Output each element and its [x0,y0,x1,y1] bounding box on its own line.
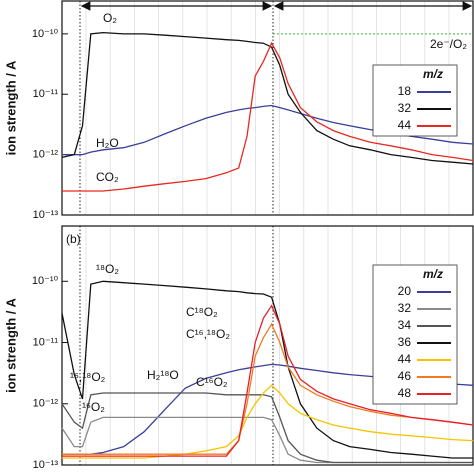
annotation: ¹⁶,¹⁸O₂ [70,370,106,384]
annotation: H₂O [96,136,119,150]
legend-label: 36 [398,335,412,349]
legend-label: 46 [398,369,412,383]
legend-title: m/z [423,67,443,81]
y-tick-label: 10⁻¹³ [33,209,59,221]
panel-label: (b) [66,232,81,246]
series-line [62,384,474,459]
y-tick-label: 10⁻¹⁰ [32,275,59,287]
y-tick-label: 10⁻¹¹ [33,336,59,348]
annotation: H₂¹⁸O [147,368,179,382]
legend-label: 44 [398,352,412,366]
annotation: ¹⁶O₂ [82,400,105,414]
series-line [61,280,473,459]
series-line [62,322,474,455]
plot-frame [61,0,474,216]
series-line [61,392,473,464]
series-line [62,41,474,192]
legend-label: 32 [398,101,412,115]
legend-label: 48 [398,386,412,400]
legend-label: 34 [398,318,412,332]
annotation: C¹⁶O₂ [196,375,228,389]
y-tick-label: 10⁻¹¹ [33,88,59,100]
y-tick-label: 10⁻¹² [33,149,59,161]
annotation: C¹⁸O₂ [186,305,218,319]
y-axis-label: ion strength / A [3,60,18,155]
annotation: ¹⁸O₂ [96,262,119,276]
legend-box [372,264,458,405]
y-tick-label: 10⁻¹⁰ [32,28,59,40]
annotation: O₂ [103,11,117,25]
annotation: CO₂ [96,170,119,184]
series-line [61,31,474,165]
legend-label: 18 [398,84,412,98]
legend-label: 32 [398,301,412,315]
plot-frame [61,225,474,466]
y-tick-label: 10⁻¹³ [33,459,59,471]
annotation: 2e⁻/O₂ [430,37,467,51]
legend-label: 20 [398,284,412,298]
legend-title: m/z [423,267,443,281]
annotation: C¹⁶,¹⁸O₂ [186,327,230,341]
y-tick-label: 10⁻¹² [33,398,59,410]
legend-box [372,64,458,137]
series-line [62,304,474,457]
y-axis-label: ion strength / A [3,297,18,392]
legend-label: 44 [398,118,412,132]
